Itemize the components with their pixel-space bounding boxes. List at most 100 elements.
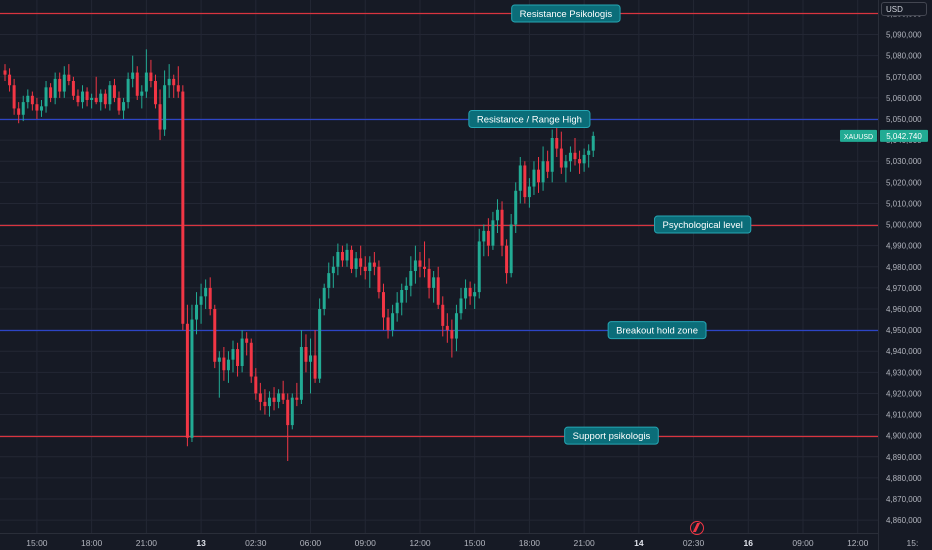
candle[interactable] (286, 393, 290, 461)
candle[interactable] (190, 304, 194, 442)
candle[interactable] (240, 330, 244, 373)
candle[interactable] (491, 211, 495, 250)
candle[interactable] (459, 287, 463, 320)
candle[interactable] (445, 313, 449, 343)
candle[interactable] (67, 64, 71, 86)
candle[interactable] (340, 245, 344, 267)
candle[interactable] (527, 178, 531, 208)
candle[interactable] (486, 218, 490, 257)
candle[interactable] (131, 55, 135, 88)
candle[interactable] (555, 127, 559, 157)
candle[interactable] (372, 252, 376, 276)
candle[interactable] (578, 150, 582, 174)
candle[interactable] (418, 252, 422, 278)
candle[interactable] (249, 338, 253, 383)
candle[interactable] (117, 91, 121, 115)
candle[interactable] (35, 97, 39, 119)
candle[interactable] (44, 81, 48, 113)
candle[interactable] (21, 95, 25, 122)
candle[interactable] (94, 76, 98, 105)
candle[interactable] (523, 161, 527, 204)
candle[interactable] (318, 298, 322, 383)
candle[interactable] (309, 338, 313, 394)
candle[interactable] (299, 330, 303, 404)
candle[interactable] (290, 393, 294, 430)
candle[interactable] (537, 157, 541, 193)
candle[interactable] (482, 224, 486, 257)
candle[interactable] (217, 351, 221, 398)
candle[interactable] (208, 277, 212, 316)
candle[interactable] (176, 66, 180, 98)
candle[interactable] (81, 85, 85, 109)
candle[interactable] (464, 279, 468, 309)
candle[interactable] (514, 182, 518, 233)
candle[interactable] (409, 256, 413, 297)
currency-label[interactable]: USD (881, 2, 927, 16)
candle[interactable] (267, 391, 271, 417)
candle[interactable] (58, 72, 62, 98)
candle[interactable] (395, 292, 399, 322)
candle[interactable] (582, 148, 586, 172)
candle[interactable] (90, 93, 94, 109)
candle[interactable] (313, 330, 317, 383)
candle[interactable] (108, 81, 112, 111)
candle[interactable] (404, 277, 408, 303)
candle[interactable] (587, 144, 591, 168)
candle[interactable] (185, 304, 189, 447)
candle[interactable] (423, 241, 427, 278)
candle[interactable] (163, 70, 167, 136)
candle[interactable] (359, 245, 363, 276)
candle[interactable] (518, 157, 522, 204)
candle[interactable] (500, 201, 504, 257)
candle[interactable] (172, 74, 176, 98)
candle[interactable] (144, 49, 148, 98)
candle[interactable] (17, 102, 21, 124)
candle[interactable] (103, 89, 107, 109)
candle[interactable] (3, 64, 7, 81)
candle[interactable] (568, 146, 572, 172)
candle[interactable] (473, 283, 477, 309)
candle[interactable] (49, 83, 53, 103)
candle[interactable] (254, 368, 258, 400)
candle[interactable] (505, 239, 509, 284)
candle[interactable] (8, 68, 12, 92)
candle[interactable] (400, 283, 404, 316)
candle[interactable] (573, 138, 577, 166)
candle[interactable] (226, 351, 230, 383)
candle[interactable] (477, 228, 481, 299)
level-label[interactable]: Resistance Psikologis (511, 4, 621, 23)
candle[interactable] (149, 59, 153, 88)
candle[interactable] (204, 279, 208, 309)
candle[interactable] (386, 309, 390, 339)
candle[interactable] (454, 304, 458, 352)
candle[interactable] (546, 150, 550, 179)
candle[interactable] (559, 131, 563, 174)
candle[interactable] (76, 89, 80, 107)
candle[interactable] (377, 260, 381, 299)
candle[interactable] (509, 214, 513, 278)
candle[interactable] (245, 332, 249, 356)
candle[interactable] (350, 245, 354, 274)
current-price-marker[interactable]: XAUUSD 5,042.740 (840, 129, 928, 142)
candle[interactable] (199, 283, 203, 324)
candle[interactable] (30, 91, 34, 111)
candle[interactable] (541, 146, 545, 191)
candle[interactable] (381, 283, 385, 331)
candle[interactable] (327, 262, 331, 299)
candle[interactable] (295, 382, 299, 407)
candle[interactable] (550, 129, 554, 183)
candle[interactable] (222, 347, 226, 381)
candle[interactable] (331, 256, 335, 288)
candle[interactable] (304, 334, 308, 373)
candle[interactable] (195, 292, 199, 335)
candle[interactable] (12, 78, 16, 115)
candle[interactable] (468, 281, 472, 305)
candle[interactable] (71, 76, 75, 100)
candle[interactable] (140, 85, 144, 109)
candle[interactable] (532, 161, 536, 195)
candle[interactable] (272, 387, 276, 411)
candle[interactable] (354, 252, 358, 278)
candle[interactable] (413, 245, 417, 284)
